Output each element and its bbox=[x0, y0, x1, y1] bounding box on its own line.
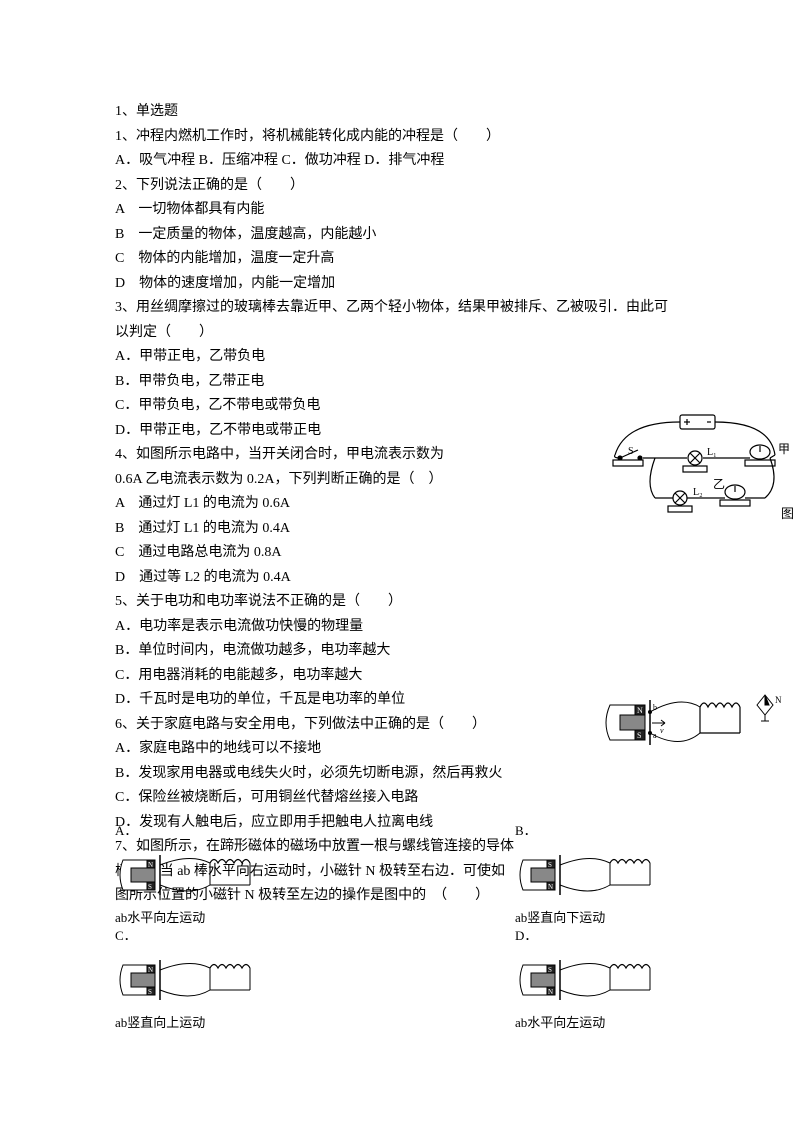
svg-text:S: S bbox=[148, 988, 152, 996]
q1-options: A．吸气冲程 B．压缩冲程 C．做功冲程 D．排气冲程 bbox=[115, 149, 775, 174]
svg-text:N: N bbox=[548, 883, 553, 891]
ref-v: v bbox=[660, 726, 664, 735]
q2-opt-b: B 一定质量的物体，温度越高，内能越小 bbox=[115, 223, 775, 248]
option-c: C． N S ab竖直向上运动 bbox=[115, 925, 335, 1034]
q4-opt-d: D 通过等 L2 的电流为 0.4A bbox=[115, 566, 775, 591]
option-c-diagram: N S bbox=[115, 950, 285, 1010]
svg-text:S: S bbox=[148, 883, 152, 891]
option-b-diagram: S N bbox=[515, 845, 685, 905]
label-s: S bbox=[628, 446, 634, 457]
option-a: A． N S ab水平向左运动 bbox=[115, 820, 335, 929]
q4-opt-c: C 通过电路总电流为 0.8A bbox=[115, 541, 775, 566]
option-c-caption: ab竖直向上运动 bbox=[115, 1012, 335, 1035]
q3-stem-2: 以判定（ ） bbox=[115, 321, 775, 346]
ref-n: N bbox=[637, 706, 643, 715]
q2-opt-c: C 物体的内能增加，温度一定升高 bbox=[115, 247, 775, 272]
option-d-diagram: S N bbox=[515, 950, 685, 1010]
label-tu: 图 bbox=[781, 506, 794, 521]
option-c-label: C． bbox=[115, 928, 137, 943]
q6-opt-c: C．保险丝被烧断后，可用铜丝代替熔丝接入电路 bbox=[115, 786, 775, 811]
ref-b: b bbox=[653, 703, 657, 712]
label-l2: L₂ bbox=[693, 487, 703, 498]
q2-opt-a: A 一切物体都具有内能 bbox=[115, 198, 775, 223]
q3-opt-b: B．甲带负电，乙带正电 bbox=[115, 370, 775, 395]
label-jia: 甲 bbox=[778, 442, 790, 456]
option-d-caption: ab水平向左运动 bbox=[515, 1012, 735, 1035]
q5-opt-b: B．单位时间内，电流做功越多，电功率越大 bbox=[115, 639, 775, 664]
q3-stem-1: 3、用丝绸摩擦过的玻璃棒去靠近甲、乙两个轻小物体，结果甲被排斥、乙被吸引．由此可 bbox=[115, 296, 775, 321]
svg-text:S: S bbox=[548, 861, 552, 869]
label-l1: L₁ bbox=[707, 447, 717, 458]
ref-compass-n: N bbox=[775, 695, 782, 705]
ref-s: S bbox=[637, 731, 641, 740]
option-d: D． S N ab水平向左运动 bbox=[515, 925, 735, 1034]
circuit-diagram: S L₁ L₂ 甲 乙 图 bbox=[595, 410, 795, 535]
q7-reference-diagram: N S b a v N bbox=[600, 685, 785, 760]
svg-text:N: N bbox=[148, 966, 153, 974]
q5-stem: 5、关于电功和电功率说法不正确的是（ ） bbox=[115, 590, 775, 615]
q3-opt-a: A．甲带正电，乙带负电 bbox=[115, 345, 775, 370]
svg-text:N: N bbox=[548, 988, 553, 996]
svg-text:S: S bbox=[548, 966, 552, 974]
option-b: B． S N ab竖直向下运动 bbox=[515, 820, 735, 929]
svg-text:N: N bbox=[148, 861, 153, 869]
section-header: 1、单选题 bbox=[115, 100, 775, 125]
q6-opt-b: B．发现家用电器或电线失火时，必须先切断电源，然后再救火 bbox=[115, 762, 775, 787]
q2-opt-d: D 物体的速度增加，内能一定增加 bbox=[115, 272, 775, 297]
exam-page: 1、单选题 1、冲程内燃机工作时，将机械能转化成内能的冲程是（ ） A．吸气冲程… bbox=[115, 100, 775, 909]
option-a-label: A． bbox=[115, 823, 137, 838]
ref-a: a bbox=[653, 731, 657, 740]
label-yi: 乙 bbox=[713, 477, 725, 491]
q1-stem: 1、冲程内燃机工作时，将机械能转化成内能的冲程是（ ） bbox=[115, 125, 775, 150]
option-b-label: B． bbox=[515, 823, 537, 838]
q5-opt-a: A．电功率是表示电流做功快慢的物理量 bbox=[115, 615, 775, 640]
q2-stem: 2、下列说法正确的是（ ） bbox=[115, 174, 775, 199]
option-a-diagram: N S bbox=[115, 845, 285, 905]
option-d-label: D． bbox=[515, 928, 537, 943]
